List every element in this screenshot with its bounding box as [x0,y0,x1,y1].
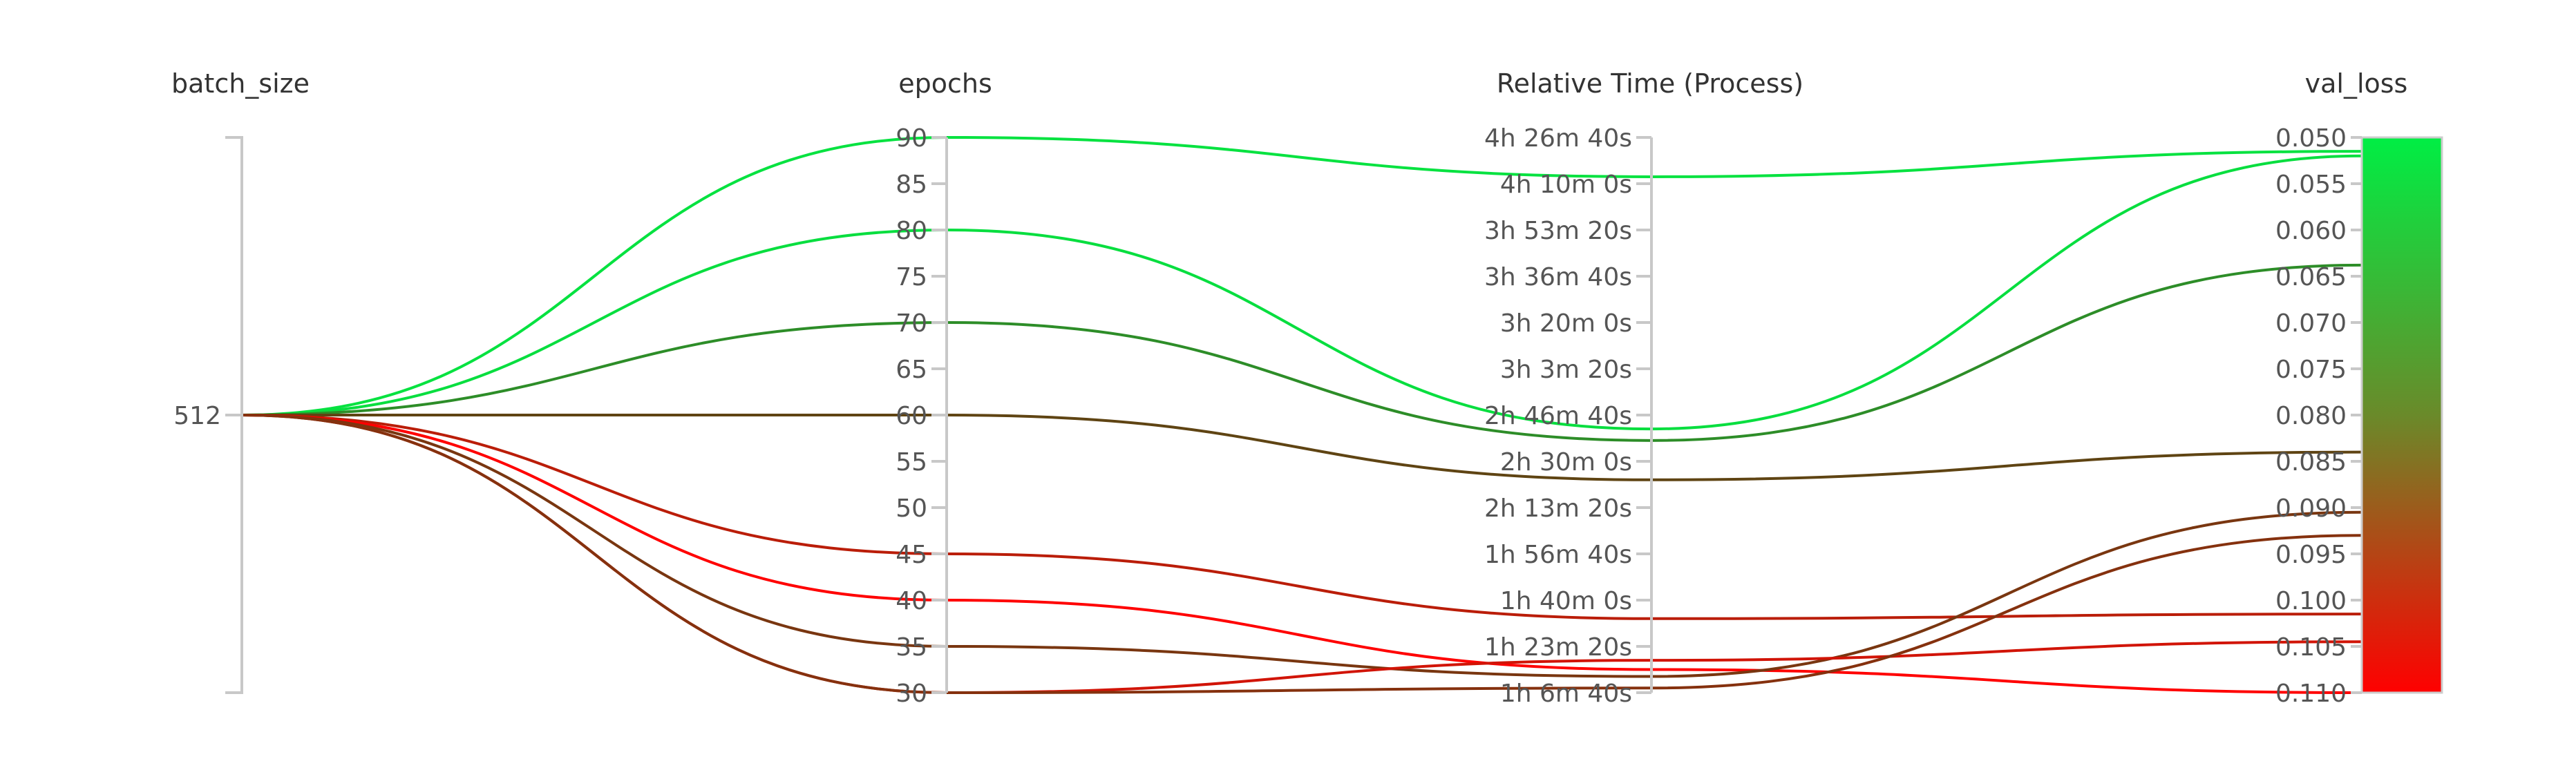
tick-label: 40 [896,587,927,615]
tick-label: 0.110 [2275,680,2347,708]
axis-title-batch-size: batch_size [171,68,310,99]
tick-label: 3h 3m 20s [1500,356,1632,384]
tick-label: 2h 46m 40s [1484,402,1632,430]
tick-label: 0.065 [2275,263,2347,291]
tick-label: 3h 53m 20s [1484,217,1632,245]
tick-label: 0.105 [2275,633,2347,662]
tick-label: 90 [896,124,927,153]
ticks-batch-size: 512 [173,402,242,430]
tick-label: 85 [896,171,927,199]
tick-label: 512 [173,402,221,430]
tick-label: 1h 40m 0s [1500,587,1632,615]
ticks-relative-time: 4h 26m 40s 4h 10m 0s 3h 53m 20s 3h 36m 40s 3… [1484,124,1651,708]
tick-label: 1h 56m 40s [1484,541,1632,569]
run-line[interactable] [241,414,2362,694]
tick-label: 55 [896,448,927,477]
tick-label: 45 [896,541,927,569]
tick-label: 50 [896,494,927,523]
tick-label: 3h 36m 40s [1484,263,1632,291]
run-line[interactable] [241,263,2362,442]
tick-label: 35 [896,633,927,662]
tick-label: 30 [896,680,927,708]
tick-label: 0.085 [2275,448,2347,477]
tick-label: 65 [896,356,927,384]
tick-label: 75 [896,263,927,291]
run-line[interactable] [242,414,2362,481]
tick-label: 4h 10m 0s [1500,171,1632,199]
run-line[interactable] [241,414,2362,620]
axis-batch-size[interactable]: batch_size 512 [171,68,310,694]
tick-label: 0.080 [2275,402,2347,430]
tick-label: 0.095 [2275,541,2347,569]
tick-label: 1h 6m 40s [1500,680,1632,708]
run-lines [241,135,2362,695]
tick-label: 4h 26m 40s [1484,124,1632,153]
tick-label: 1h 23m 20s [1484,633,1632,662]
tick-label: 0.060 [2275,217,2347,245]
axis-title-epochs: epochs [898,68,992,99]
tick-label: 0.050 [2275,124,2347,153]
axis-title-relative-time: Relative Time (Process) [1497,68,1803,99]
run-line[interactable] [241,414,2362,678]
run-line[interactable] [241,135,2362,416]
tick-label: 0.055 [2275,171,2347,199]
val-loss-colorbar [2360,136,2443,694]
axis-epochs[interactable]: epochs 90 85 80 75 70 65 60 55 50 45 40 35 30 [896,68,992,708]
tick-label: 3h 20m 0s [1500,309,1632,338]
tick-label: 0.100 [2275,587,2347,615]
tick-label: 0.090 [2275,494,2347,523]
axis-title-val-loss: val_loss [2305,68,2408,99]
tick-label: 80 [896,217,927,245]
run-line[interactable] [241,414,2362,695]
tick-label: 2h 13m 20s [1484,494,1632,523]
axis-relative-time[interactable]: Relative Time (Process) 4h 26m 40s 4h 10m… [1484,68,1803,708]
ticks-val-loss: 0.050 0.055 0.060 0.065 0.070 0.075 0.080 0.085… [2275,124,2362,708]
run-line[interactable] [241,154,2362,431]
tick-label: 2h 30m 0s [1500,448,1632,477]
ticks-epochs: 90 85 80 75 70 65 60 55 50 45 40 35 30 [896,124,947,708]
run-line[interactable] [241,414,2362,695]
axis-val-loss[interactable]: val_loss 0.0500.0550.0600.0650.0700.0750… [2275,68,2443,708]
tick-label: 0.070 [2275,309,2347,338]
tick-label: 60 [896,402,927,430]
tick-label: 70 [896,309,927,338]
tick-label: 0.075 [2275,356,2347,384]
